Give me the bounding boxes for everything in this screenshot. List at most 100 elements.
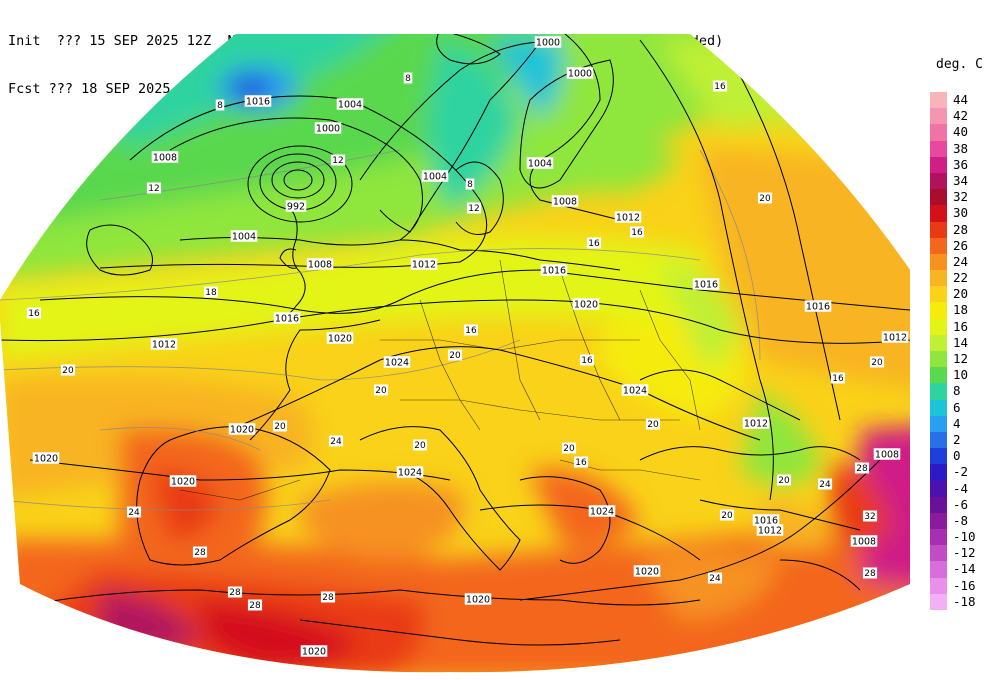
temperature-label: 20: [62, 366, 74, 376]
isobar-label: 1020: [171, 476, 195, 487]
temperature-label-bg: [465, 178, 475, 190]
legend-label: 22: [953, 270, 969, 286]
temperature-label: 18: [205, 288, 217, 298]
temperature-label-bg: [447, 349, 463, 361]
legend-label: -4: [953, 480, 969, 496]
legend-swatch: [930, 108, 947, 125]
temperature-label: 28: [229, 588, 241, 598]
temperature-label: 8: [467, 180, 473, 190]
temperature-label-bg: [719, 509, 735, 521]
isobar-label-bg: [326, 332, 354, 344]
legend-swatch: [930, 124, 947, 141]
legend-swatch: [930, 140, 947, 157]
isobar-label-bg: [572, 298, 600, 310]
isobar-label: 1020: [230, 424, 254, 435]
temperature-label: 16: [631, 228, 643, 238]
temperature-label-bg: [561, 442, 577, 454]
isobar-label-bg: [588, 505, 616, 517]
isobar-label-bg: [464, 593, 492, 605]
temperature-label: 16: [832, 374, 844, 384]
temperature-label-bg: [817, 478, 833, 490]
legend-label: 26: [953, 237, 969, 253]
legend-label: 4: [953, 415, 961, 431]
legend-swatch: [930, 92, 947, 109]
isobar-label: 1016: [694, 279, 718, 290]
legend-label: 6: [953, 399, 961, 415]
legend-swatch: [930, 237, 947, 254]
temperature-label-bg: [227, 586, 243, 598]
temperature-label: 28: [856, 464, 868, 474]
isobar-label-bg: [273, 312, 301, 324]
isobar-label: 1004: [232, 231, 256, 242]
isobar-label: 1024: [385, 357, 409, 368]
legend-swatch: [930, 512, 947, 530]
legend-swatch: [930, 577, 947, 594]
temperature-label-bg: [26, 307, 42, 319]
isobar-label: 1012: [758, 525, 782, 536]
temperature-label-bg: [869, 356, 885, 368]
coastlines: [0, 41, 861, 611]
temperature-label: 28: [864, 569, 876, 579]
temperature-label-bg: [862, 567, 878, 579]
country-borders: [179, 259, 701, 501]
temperature-label: 20: [871, 358, 883, 368]
legend-swatch: [930, 189, 947, 206]
legend-label: 0: [953, 448, 961, 464]
legend-label: 18: [953, 302, 969, 318]
temperature-label-bg: [328, 435, 344, 447]
isobar-label-bg: [150, 338, 178, 350]
isobar-label-bg: [742, 417, 770, 429]
isobar-label-bg: [566, 67, 594, 79]
isobar-label-bg: [383, 356, 411, 368]
isobar-label: 1012: [412, 259, 436, 270]
isobar-label-bg: [285, 200, 307, 212]
legend-label: 24: [953, 253, 969, 269]
legend-swatch: [930, 480, 947, 497]
temperature-label-bg: [757, 192, 773, 204]
legend-label: 36: [953, 156, 969, 172]
isobar-label-bg: [873, 448, 901, 460]
legend-swatch: [930, 496, 947, 513]
isobar-label: 1004: [528, 158, 552, 169]
temperature-label-bg: [60, 364, 76, 376]
temperature-label: 8: [217, 101, 223, 111]
temperature-label: 12: [468, 204, 479, 214]
isobar-label: 1012: [152, 339, 176, 350]
temperature-label: 20: [759, 194, 771, 204]
legend-swatch: [930, 464, 947, 481]
temperature-label-bg: [126, 506, 142, 518]
isobar-label: 1020: [328, 333, 352, 344]
temperature-label: 16: [581, 356, 593, 366]
legend-swatch: [930, 334, 947, 351]
temperature-label-bg: [629, 226, 645, 238]
legend-swatch: [930, 253, 947, 271]
isobar-label-bg: [633, 565, 661, 577]
isobar-label-bg: [850, 535, 878, 547]
temperature-label: 28: [194, 548, 206, 558]
isobar-label: 1016: [246, 96, 270, 107]
isobar-label: 1004: [338, 99, 362, 110]
temperature-label-bg: [330, 154, 346, 166]
legend-swatch: [930, 156, 947, 173]
isobar-label: 1024: [590, 506, 614, 517]
temperature-label-bg: [579, 354, 595, 366]
isobar-label-bg: [421, 170, 449, 182]
legend-swatch: [930, 302, 947, 319]
temperature-label: 24: [330, 437, 342, 447]
temperature-label-bg: [862, 510, 878, 522]
isobar-label-bg: [621, 384, 649, 396]
isobar-label-bg: [881, 331, 909, 343]
temperature-label-bg: [463, 324, 479, 336]
legend-label: -8: [953, 512, 969, 528]
isobar-label-bg: [306, 258, 334, 270]
temperature-label: 8: [405, 74, 411, 84]
legend-swatch: [930, 286, 947, 303]
isobar-label: 1016: [275, 313, 299, 324]
isobar-label: 1008: [852, 536, 876, 547]
temperature-label: 20: [721, 511, 733, 521]
temperature-label-bg: [830, 372, 846, 384]
legend-swatch: [930, 270, 947, 287]
isobar-label-bg: [540, 264, 568, 276]
legend-label: 8: [953, 383, 961, 399]
